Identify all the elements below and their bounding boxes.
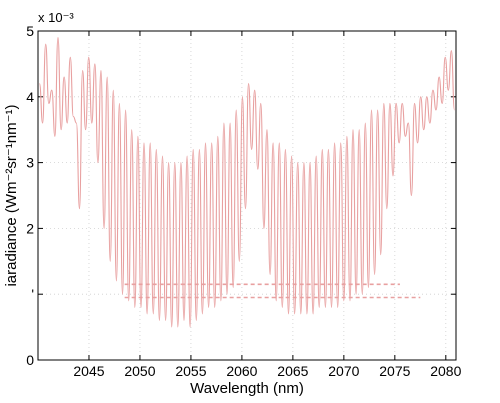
x-tick-label: 2075: [379, 363, 410, 379]
x-tick-label: 2050: [124, 363, 155, 379]
x-tick-label: 2055: [175, 363, 206, 379]
series-line-0: [38, 37, 456, 328]
y-exponent-label: x 10⁻³: [38, 10, 74, 25]
y-tick-label: 4: [26, 89, 34, 105]
x-tick-label: 2060: [226, 363, 257, 379]
x-tick-label: 2070: [328, 363, 359, 379]
plot-frame: [37, 30, 457, 361]
y-tick-label: 5: [26, 23, 34, 39]
y-axis-label: iaradiance (Wm⁻²sr⁻¹nm⁻¹): [3, 104, 20, 286]
series-group: [38, 37, 456, 328]
y-tick-label: 3: [26, 155, 34, 171]
y-tick-label: ': [31, 286, 34, 302]
y-tick-label: 0: [26, 352, 34, 368]
grid: [38, 31, 456, 360]
x-tick-label: 2065: [277, 363, 308, 379]
x-axis-label: Wavelength (nm): [190, 380, 304, 397]
tick-labels: 2045 2050 2055 2060 2065 2070 2075 2080 0 ' 2 3 4 5: [26, 23, 461, 379]
axis-ticks: [38, 30, 456, 361]
x-tick-label: 2080: [430, 363, 461, 379]
x-tick-label: 2045: [73, 363, 104, 379]
y-tick-label: 2: [26, 220, 34, 236]
